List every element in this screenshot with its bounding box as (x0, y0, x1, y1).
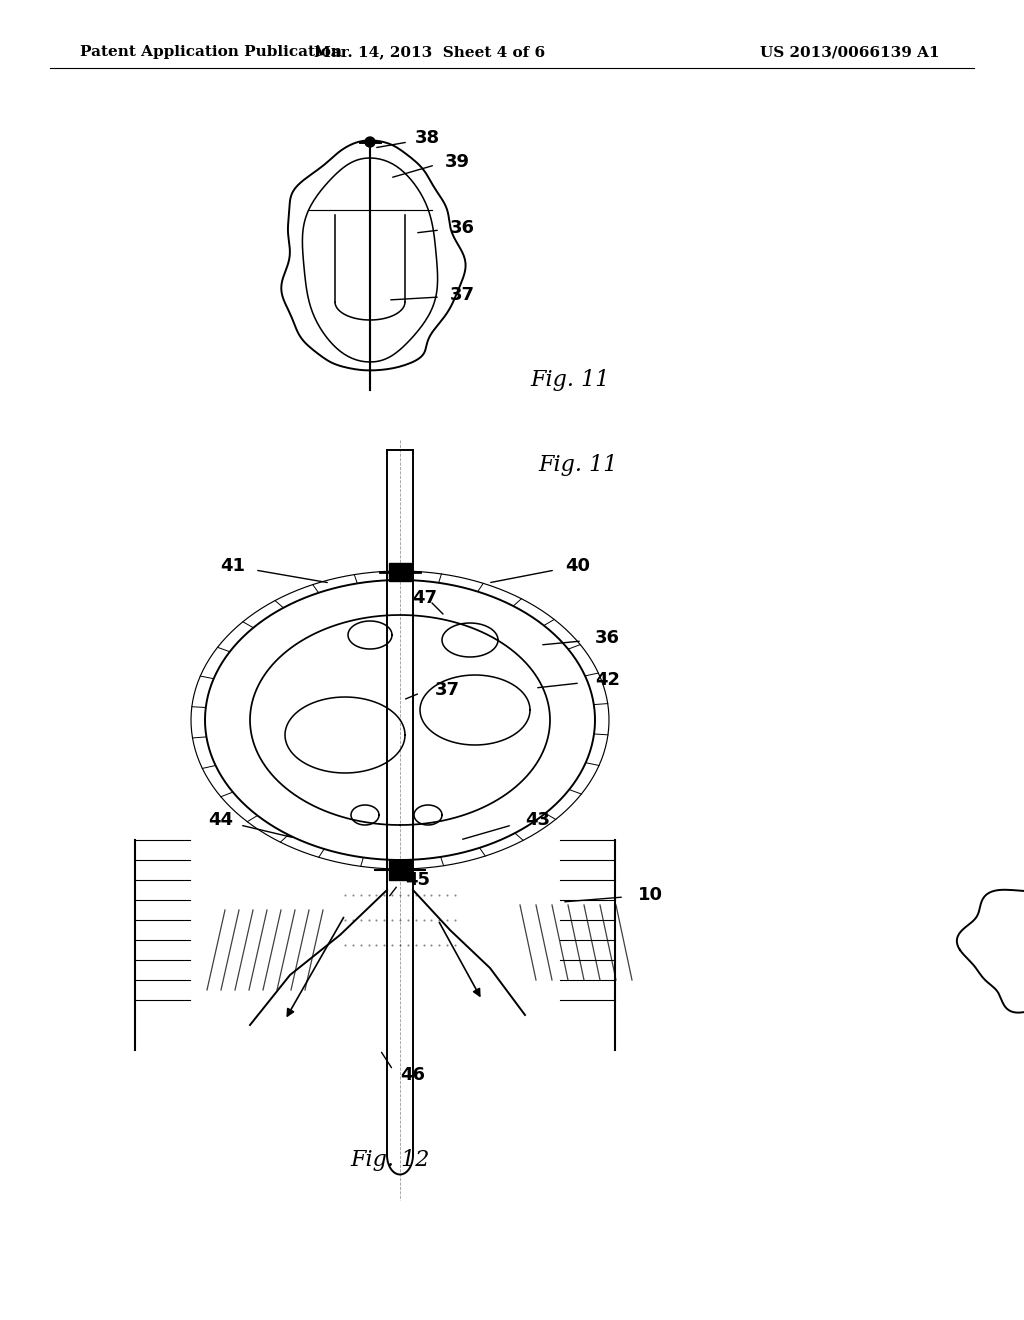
Bar (389, 861, 411, 880)
Text: Patent Application Publication: Patent Application Publication (80, 45, 342, 59)
Text: 41: 41 (220, 557, 245, 576)
Text: 46: 46 (400, 1067, 425, 1084)
Text: Fig. 11: Fig. 11 (538, 454, 617, 477)
Text: 37: 37 (435, 681, 460, 700)
Text: US 2013/0066139 A1: US 2013/0066139 A1 (761, 45, 940, 59)
Bar (389, 564, 411, 581)
Text: 42: 42 (595, 671, 620, 689)
Text: 39: 39 (445, 153, 470, 172)
Text: 38: 38 (415, 129, 440, 147)
Text: Fig. 12: Fig. 12 (350, 1148, 429, 1171)
Text: 36: 36 (450, 219, 475, 238)
Text: Fig. 11: Fig. 11 (530, 370, 609, 391)
Text: 10: 10 (638, 886, 663, 904)
Text: 45: 45 (406, 871, 430, 888)
Text: 40: 40 (565, 557, 590, 576)
Text: 44: 44 (208, 810, 233, 829)
Text: 43: 43 (525, 810, 550, 829)
Circle shape (365, 137, 375, 147)
Text: 36: 36 (595, 630, 620, 647)
Text: 47: 47 (412, 589, 437, 607)
Text: 37: 37 (450, 286, 475, 304)
Text: Mar. 14, 2013  Sheet 4 of 6: Mar. 14, 2013 Sheet 4 of 6 (314, 45, 546, 59)
